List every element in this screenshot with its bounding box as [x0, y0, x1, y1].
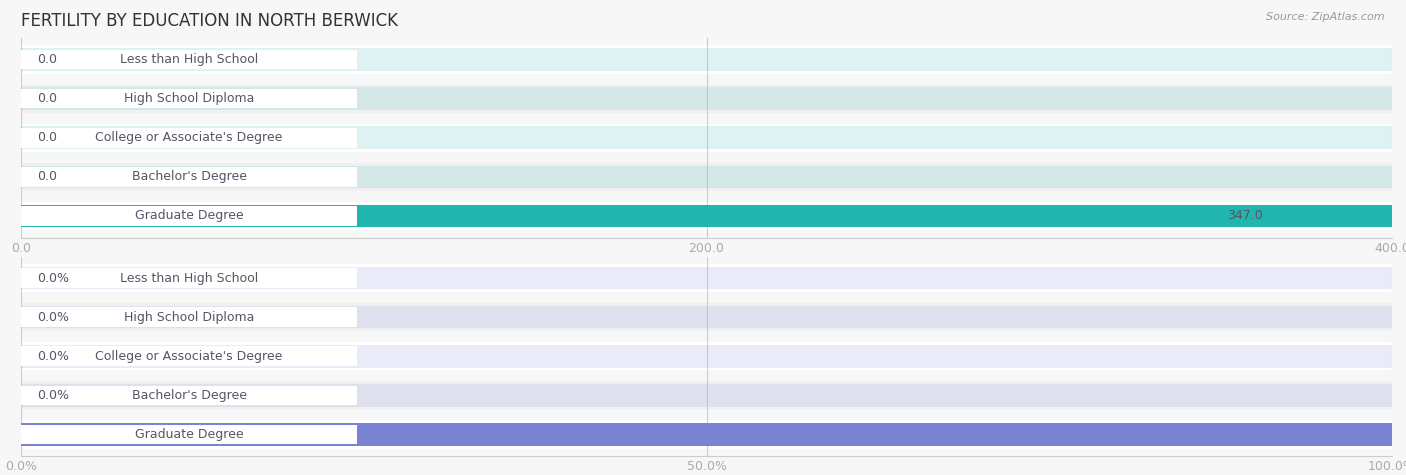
Text: College or Associate's Degree: College or Associate's Degree: [96, 350, 283, 363]
Bar: [21, 202, 1392, 230]
Bar: [21, 126, 1392, 149]
Bar: [21, 85, 1392, 113]
Bar: [21, 425, 357, 444]
Text: 0.0: 0.0: [38, 53, 58, 66]
Bar: [21, 307, 357, 327]
Bar: [21, 163, 1392, 191]
Text: 347.0: 347.0: [1227, 209, 1263, 222]
Bar: [21, 165, 1392, 188]
Text: FERTILITY BY EDUCATION IN NORTH BERWICK: FERTILITY BY EDUCATION IN NORTH BERWICK: [21, 12, 398, 30]
Text: 0.0: 0.0: [38, 171, 58, 183]
Text: Graduate Degree: Graduate Degree: [135, 428, 243, 441]
Bar: [21, 303, 1392, 331]
Text: Bachelor's Degree: Bachelor's Degree: [132, 389, 246, 402]
Bar: [21, 89, 357, 108]
Text: 0.0%: 0.0%: [38, 389, 69, 402]
Bar: [21, 342, 1392, 370]
Bar: [21, 46, 1392, 74]
Bar: [21, 423, 1392, 446]
Text: Source: ZipAtlas.com: Source: ZipAtlas.com: [1267, 12, 1385, 22]
Bar: [21, 268, 357, 288]
Bar: [21, 420, 1392, 448]
Bar: [21, 381, 1392, 409]
Text: Graduate Degree: Graduate Degree: [135, 209, 243, 222]
Bar: [21, 346, 357, 366]
Bar: [21, 264, 1392, 292]
Bar: [21, 386, 357, 405]
Bar: [21, 384, 1392, 407]
Bar: [21, 206, 357, 226]
Bar: [21, 124, 1392, 152]
Text: High School Diploma: High School Diploma: [124, 92, 254, 105]
Bar: [21, 205, 1392, 228]
Text: 0.0: 0.0: [38, 92, 58, 105]
Bar: [21, 205, 1211, 228]
Bar: [21, 50, 357, 69]
Text: College or Associate's Degree: College or Associate's Degree: [96, 131, 283, 144]
Text: Less than High School: Less than High School: [120, 272, 259, 285]
Bar: [21, 345, 1392, 368]
Text: Bachelor's Degree: Bachelor's Degree: [132, 171, 246, 183]
Text: 0.0%: 0.0%: [38, 350, 69, 363]
Text: 0.0: 0.0: [38, 131, 58, 144]
Bar: [21, 87, 1392, 110]
Text: 0.0%: 0.0%: [38, 272, 69, 285]
Text: Less than High School: Less than High School: [120, 53, 259, 66]
Bar: [21, 266, 1392, 289]
Bar: [21, 167, 357, 187]
Text: High School Diploma: High School Diploma: [124, 311, 254, 323]
Bar: [21, 128, 357, 148]
Bar: [21, 48, 1392, 71]
Bar: [21, 306, 1392, 329]
Bar: [21, 423, 1392, 446]
Text: 0.0%: 0.0%: [38, 311, 69, 323]
